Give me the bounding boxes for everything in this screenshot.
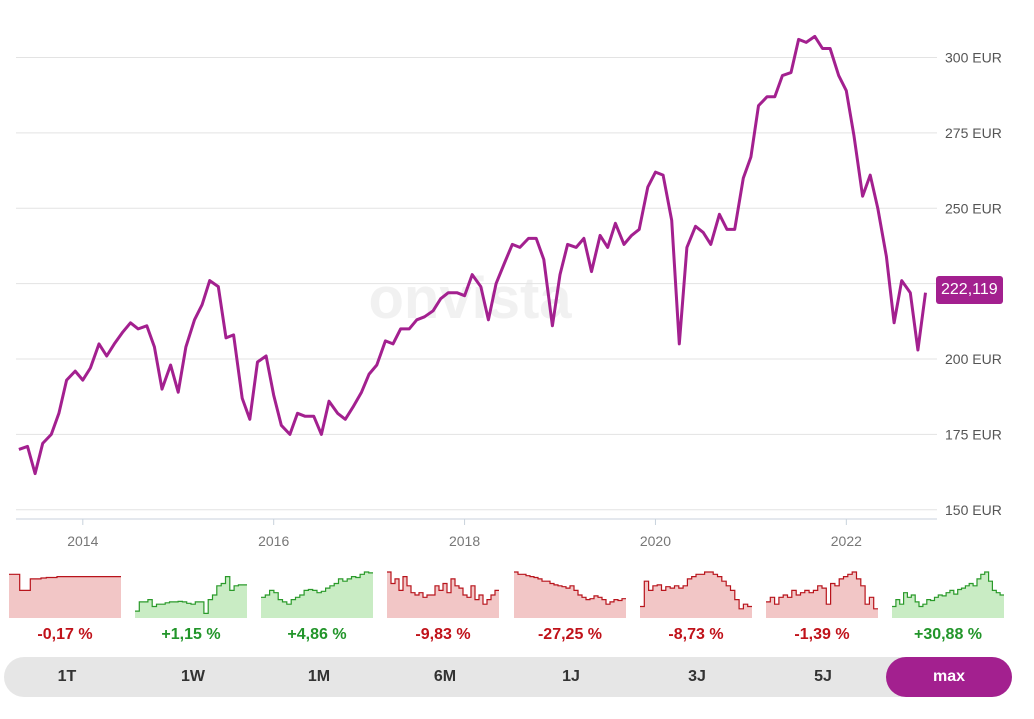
- sparkline: [135, 576, 247, 618]
- sparkline: [387, 571, 499, 618]
- sparkline-line: [640, 571, 752, 610]
- grid-lines: [16, 57, 937, 511]
- performance-card[interactable]: -27,25 %: [514, 568, 626, 644]
- performance-card[interactable]: +30,88 %: [892, 568, 1004, 644]
- sparkline-area: [387, 572, 499, 618]
- sparkline-line: [387, 571, 499, 605]
- sparkline-area: [261, 572, 373, 618]
- range-button-5j[interactable]: 5J: [814, 668, 832, 685]
- sparkline: [892, 571, 1004, 618]
- range-button-6m[interactable]: 6M: [433, 668, 457, 685]
- performance-card[interactable]: +4,86 %: [261, 568, 373, 644]
- sparkline: [261, 571, 373, 618]
- y-tick-label: 300 EUR: [945, 50, 1002, 66]
- y-tick-label: 200 EUR: [945, 351, 1002, 367]
- x-tick-label: 2014: [67, 533, 98, 549]
- performance-card[interactable]: -0,17 %: [9, 568, 121, 644]
- range-button-max[interactable]: max: [886, 657, 1012, 697]
- y-tick-label: 175 EUR: [945, 426, 1002, 442]
- sparkline: [514, 571, 626, 618]
- x-tick-label: 2018: [449, 533, 480, 549]
- sparkline-area: [135, 576, 247, 618]
- range-button-1t[interactable]: 1T: [57, 668, 77, 685]
- sparkline-area: [9, 574, 121, 618]
- sparkline-line: [892, 571, 1004, 608]
- x-tick-label: 2016: [258, 533, 289, 549]
- performance-card[interactable]: -8,73 %: [640, 568, 752, 644]
- x-tick-label: 2022: [831, 533, 862, 549]
- performance-change: +4,86 %: [287, 626, 347, 643]
- range-button-1j[interactable]: 1J: [562, 668, 580, 685]
- performance-card[interactable]: +1,15 %: [135, 568, 247, 644]
- performance-change: -27,25 %: [537, 626, 603, 643]
- series-layer: [18, 34, 927, 476]
- performance-change: +30,88 %: [913, 626, 983, 643]
- sparkline-area: [766, 572, 878, 618]
- performance-card[interactable]: -1,39 %: [766, 568, 878, 644]
- time-range-selector: 1T 1W 1M 6M 1J 3J 5J max: [4, 657, 1012, 697]
- range-button-3j[interactable]: 3J: [688, 668, 706, 685]
- sparkline-line: [135, 576, 247, 614]
- sparkline-line: [766, 571, 878, 610]
- range-button-1w[interactable]: 1W: [181, 668, 205, 685]
- performance-change: -1,39 %: [794, 626, 850, 643]
- sparkline-area: [892, 572, 1004, 618]
- performance-change: +1,15 %: [161, 626, 221, 643]
- performance-change: -0,17 %: [37, 626, 93, 643]
- sparkline: [9, 573, 121, 618]
- x-tick-label: 2020: [640, 533, 671, 549]
- performance-change: -8,73 %: [668, 626, 724, 643]
- y-tick-label: 275 EUR: [945, 125, 1002, 141]
- sparkline-area: [640, 572, 752, 618]
- price-series-line[interactable]: [18, 34, 927, 476]
- y-tick-label: 250 EUR: [945, 200, 1002, 216]
- sparkline-area: [514, 572, 626, 618]
- performance-card[interactable]: -9,83 %: [387, 568, 499, 644]
- performance-strip: -0,17 % +1,15 % +4,86 % -9,83 % -27,25 % -8,7…: [0, 560, 1034, 645]
- performance-change: -9,83 %: [415, 626, 471, 643]
- sparkline: [766, 571, 878, 618]
- sparkline: [640, 571, 752, 618]
- y-tick-label: 150 EUR: [945, 502, 1002, 518]
- last-price-badge: 222,119: [936, 276, 1003, 304]
- sparkline-line: [9, 573, 121, 591]
- range-button-1m[interactable]: 1M: [307, 668, 331, 685]
- sparkline-line: [261, 571, 373, 605]
- sparkline-line: [514, 571, 626, 605]
- x-axis: 2014 2016 2018 2020 2022: [16, 518, 937, 549]
